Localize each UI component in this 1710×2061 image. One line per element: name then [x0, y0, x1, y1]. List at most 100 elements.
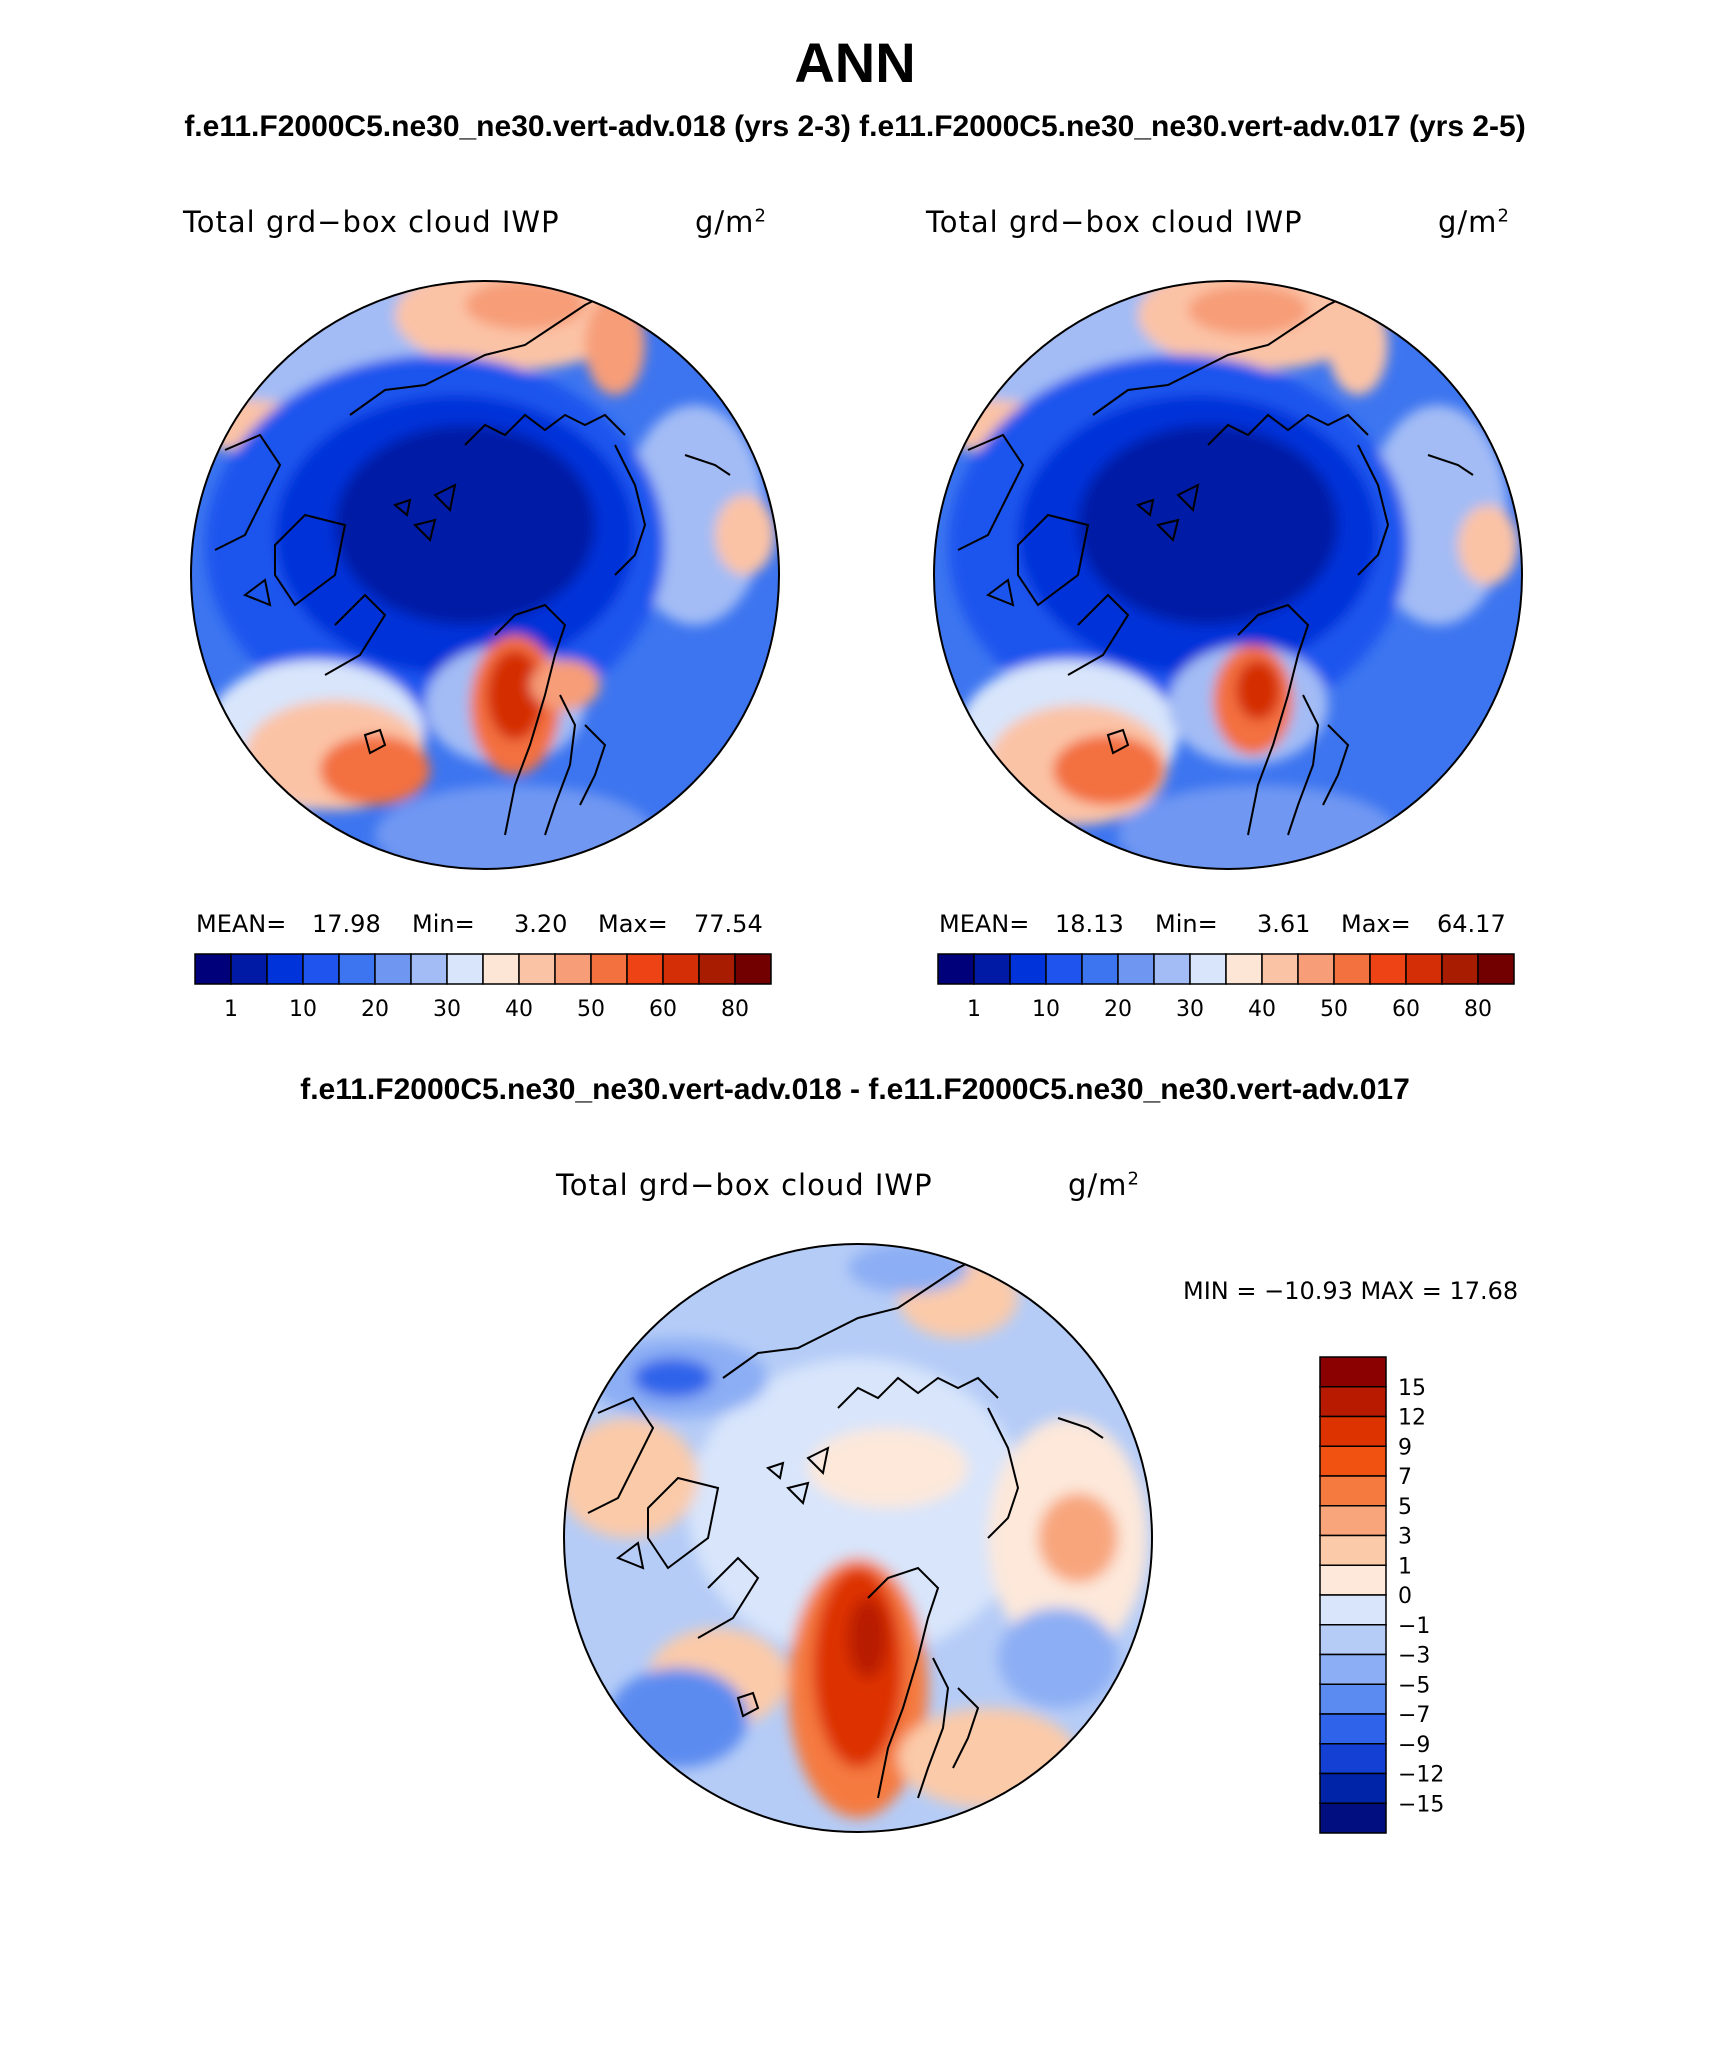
diff-colorbar-swatch — [1319, 1802, 1387, 1834]
panel1-max-value: 77.54 — [694, 910, 763, 938]
colorbar-swatch — [194, 953, 232, 985]
colorbar-swatch — [1009, 953, 1047, 985]
diff-colorbar-tick-label: −9 — [1398, 1733, 1430, 1758]
diff-colorbar-swatch — [1319, 1713, 1387, 1745]
diff-minmax: MIN = −10.93 MAX = 17.68 — [1183, 1277, 1519, 1305]
colorbar-swatch — [1333, 953, 1371, 985]
diff-colorbar-tick-label: 0 — [1398, 1584, 1412, 1609]
diff-colorbar-tick-label: 3 — [1398, 1525, 1412, 1550]
colorbar-swatch — [698, 953, 736, 985]
subtitle-difference: f.e11.F2000C5.ne30_ne30.vert-adv.018 - f… — [300, 1073, 1410, 1106]
colorbar-tick-label: 50 — [1320, 997, 1348, 1022]
colorbar-swatch — [1045, 953, 1083, 985]
panel2-polar-map — [933, 280, 1523, 870]
diff-units: g/m2 — [1068, 1168, 1140, 1202]
colorbar-swatch — [374, 953, 412, 985]
diff-colorbar-tick-label: 5 — [1398, 1495, 1412, 1520]
colorbar-swatch — [1441, 953, 1479, 985]
colorbar-swatch — [626, 953, 664, 985]
colorbar-swatch — [518, 953, 556, 985]
diff-colorbar-tick-label: 1 — [1398, 1554, 1412, 1579]
colorbar-swatch — [482, 953, 520, 985]
panel2-max-value: 64.17 — [1437, 910, 1506, 938]
colorbar-tick-label: 80 — [721, 997, 749, 1022]
diff-colorbar-swatch — [1319, 1624, 1387, 1656]
colorbar-tick-label: 40 — [505, 997, 533, 1022]
diff-colorbar-swatch — [1319, 1683, 1387, 1715]
panel1-variable-label: Total grd−box cloud IWP — [183, 205, 560, 239]
diff-colorbar-tick-label: −1 — [1398, 1614, 1430, 1639]
subtitle-cases: f.e11.F2000C5.ne30_ne30.vert-adv.018 (yr… — [184, 110, 1526, 143]
diff-colorbar-tick-label: −5 — [1398, 1673, 1430, 1698]
colorbar-tick-label: 50 — [577, 997, 605, 1022]
diff-colorbar-swatch — [1319, 1505, 1387, 1537]
diff-colorbar-tick-label: 15 — [1398, 1376, 1426, 1401]
colorbar-tick-label: 1 — [967, 997, 981, 1022]
diff-colorbar-swatch — [1319, 1475, 1387, 1507]
colorbar-swatch — [1261, 953, 1299, 985]
colorbar-tick-label: 20 — [1104, 997, 1132, 1022]
colorbar-swatch — [1117, 953, 1155, 985]
colorbar-tick-label: 60 — [649, 997, 677, 1022]
panel1-units: g/m2 — [695, 205, 767, 239]
diff-colorbar: 15 12 9 7 5 3 1 0 −1 −3 −5 −7 −9 −12 −15 — [1319, 1356, 1444, 1834]
colorbar-swatch — [410, 953, 448, 985]
colorbar-tick-label: 80 — [1464, 997, 1492, 1022]
colorbar-swatch — [266, 953, 304, 985]
colorbar-tick-label: 10 — [1032, 997, 1060, 1022]
colorbar-swatch — [1369, 953, 1407, 985]
diff-colorbar-tick-label: 12 — [1398, 1406, 1426, 1431]
diff-colorbar-swatch — [1319, 1743, 1387, 1775]
colorbar-swatch — [230, 953, 268, 985]
diff-colorbar-tick-label: −7 — [1398, 1703, 1430, 1728]
colorbar-swatch — [302, 953, 340, 985]
panel1-min-value: 3.20 — [514, 910, 568, 938]
diff-colorbar-swatch — [1319, 1356, 1387, 1388]
colorbar-tick-label: 20 — [361, 997, 389, 1022]
diff-colorbar-swatch — [1319, 1564, 1387, 1596]
panel2-mean-value: 18.13 — [1055, 910, 1124, 938]
colorbar-swatch — [1081, 953, 1119, 985]
panel2-variable-label: Total grd−box cloud IWP — [926, 205, 1303, 239]
diff-colorbar-tick-label: 7 — [1398, 1465, 1412, 1490]
diff-colorbar-swatch — [1319, 1534, 1387, 1566]
diff-colorbar-tick-label: −3 — [1398, 1644, 1430, 1669]
colorbar-swatch — [590, 953, 628, 985]
diff-polar-map — [563, 1243, 1153, 1833]
colorbar-swatch — [1189, 953, 1227, 985]
colorbar-swatch — [662, 953, 700, 985]
diff-colorbar-tick-label: 9 — [1398, 1435, 1412, 1460]
colorbar-swatch — [1405, 953, 1443, 985]
panel2-units: g/m2 — [1438, 205, 1510, 239]
colorbar-swatch — [937, 953, 975, 985]
colorbar-swatch — [1153, 953, 1191, 985]
panel2-mean-label: MEAN= — [939, 910, 1030, 938]
colorbar-tick-label: 30 — [433, 997, 461, 1022]
colorbar-swatch — [554, 953, 592, 985]
panel2-min-label: Min= — [1155, 910, 1218, 938]
panel2-max-label: Max= — [1341, 910, 1411, 938]
panel2-min-value: 3.61 — [1257, 910, 1311, 938]
panel1-max-label: Max= — [598, 910, 668, 938]
colorbar-swatch — [338, 953, 376, 985]
colorbar-tick-label: 30 — [1176, 997, 1204, 1022]
diff-colorbar-swatch — [1319, 1386, 1387, 1418]
diff-colorbar-swatch — [1319, 1594, 1387, 1626]
diff-variable-label: Total grd−box cloud IWP — [556, 1168, 933, 1202]
panel1-polar-map — [190, 280, 780, 870]
diff-colorbar-swatch — [1319, 1415, 1387, 1447]
diff-colorbar-swatch — [1319, 1445, 1387, 1477]
colorbar-tick-label: 1 — [224, 997, 238, 1022]
colorbar-swatch — [446, 953, 484, 985]
colorbar-swatch — [734, 953, 772, 985]
diff-colorbar-tick-label: −12 — [1398, 1763, 1444, 1788]
diff-colorbar-swatch — [1319, 1653, 1387, 1685]
colorbar-swatch — [1477, 953, 1515, 985]
colorbar-swatch — [1225, 953, 1263, 985]
colorbar-tick-label: 40 — [1248, 997, 1276, 1022]
diff-colorbar-swatch — [1319, 1772, 1387, 1804]
colorbar-swatch — [973, 953, 1011, 985]
panel1-mean-value: 17.98 — [312, 910, 381, 938]
diff-colorbar-tick-label: −15 — [1398, 1792, 1444, 1817]
panel2-colorbar: 1 10 20 30 40 50 60 80 — [937, 953, 1515, 1022]
